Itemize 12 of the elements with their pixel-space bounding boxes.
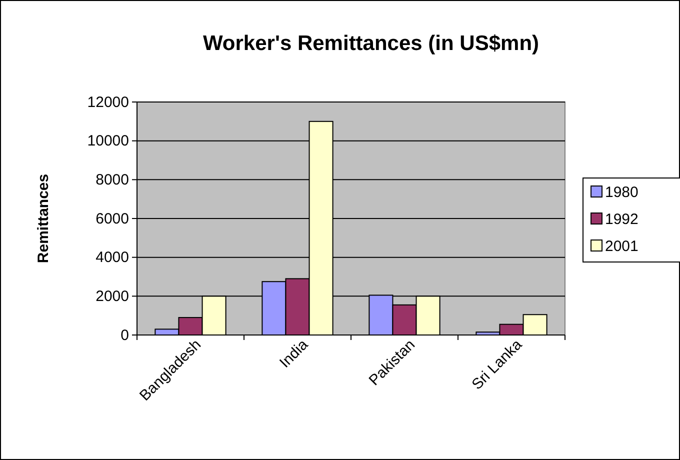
chart-title: Worker's Remittances (in US$mn) (202, 32, 540, 55)
y-tick-label: 0 (120, 326, 129, 344)
y-tick-label: 12000 (87, 94, 129, 111)
legend-label: 1992 (605, 211, 638, 228)
y-tick-label: 2000 (96, 288, 129, 305)
legend-label: 1980 (605, 184, 638, 201)
y-tick-label: 6000 (96, 210, 129, 228)
y-axis-title: Remittances (35, 174, 52, 264)
legend-label: 2001 (605, 238, 638, 255)
y-tick-label: 10000 (87, 132, 129, 150)
y-tick-label: 8000 (96, 171, 129, 188)
y-tick-label: 4000 (96, 249, 129, 266)
